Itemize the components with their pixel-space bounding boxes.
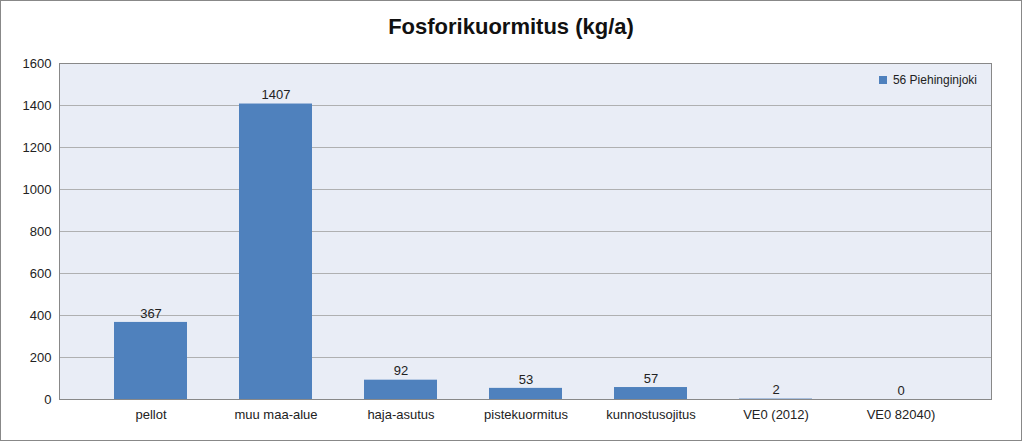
svg-text:haja-asutus: haja-asutus xyxy=(367,407,435,422)
svg-text:kunnostusojitus: kunnostusojitus xyxy=(606,407,696,422)
svg-text:53: 53 xyxy=(519,372,533,387)
svg-text:400: 400 xyxy=(30,308,52,323)
svg-text:600: 600 xyxy=(30,266,52,281)
svg-text:1200: 1200 xyxy=(23,140,52,155)
svg-text:VE0 82040): VE0 82040) xyxy=(867,407,936,422)
svg-text:pistekuormitus: pistekuormitus xyxy=(484,407,568,422)
svg-text:1600: 1600 xyxy=(23,56,52,71)
svg-text:VE0 (2012): VE0 (2012) xyxy=(743,407,809,422)
svg-text:muu maa-alue: muu maa-alue xyxy=(234,407,317,422)
html-text:Fosforikuormitus (kg/a): Fosforikuormitus (kg/a) xyxy=(388,14,634,39)
svg-text:800: 800 xyxy=(30,224,52,239)
svg-text:1400: 1400 xyxy=(23,98,52,113)
svg-text:367: 367 xyxy=(140,306,162,321)
svg-text:pellot: pellot xyxy=(135,407,166,422)
svg-text:200: 200 xyxy=(30,350,52,365)
svg-text:1407: 1407 xyxy=(262,87,291,102)
svg-text:0: 0 xyxy=(44,392,51,407)
svg-text:92: 92 xyxy=(394,363,408,378)
svg-text:1000: 1000 xyxy=(23,182,52,197)
svg-text:57: 57 xyxy=(644,371,658,386)
svg-text:2: 2 xyxy=(772,382,779,397)
svg-text:0: 0 xyxy=(897,383,904,398)
html-text:56 Piehinginjoki: 56 Piehinginjoki xyxy=(892,73,977,87)
